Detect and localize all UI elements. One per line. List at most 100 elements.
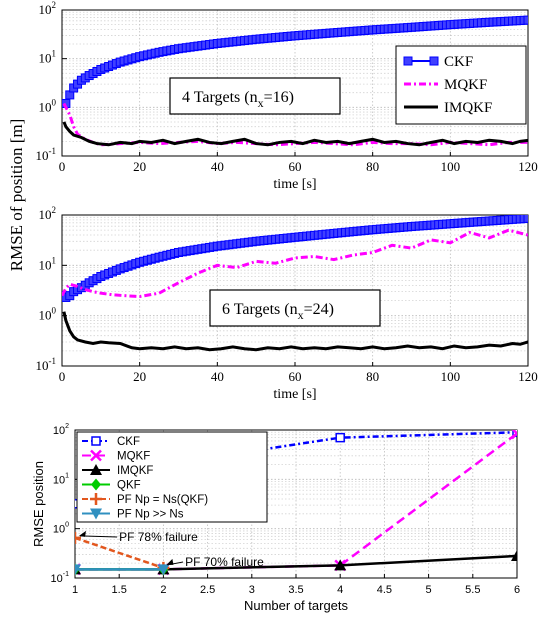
series-pf-np-ns-qkf--marker bbox=[75, 531, 81, 544]
grid bbox=[74, 430, 518, 579]
y-tick-label: 101 bbox=[39, 49, 57, 66]
y-tick-base: 10 bbox=[39, 308, 52, 323]
series-imqkf-marker bbox=[511, 549, 517, 561]
legend-marker-mqkf-stroke bbox=[90, 449, 102, 462]
y-tick-exp: 0 bbox=[65, 522, 69, 529]
series-ckf-marker bbox=[523, 215, 528, 223]
x-tick-label: 40 bbox=[211, 159, 224, 174]
y-tick-base: 10 bbox=[36, 358, 49, 373]
series-ckf-marker bbox=[335, 432, 345, 443]
y-tick-base: 10 bbox=[39, 257, 52, 272]
series-mqkf-line bbox=[62, 228, 528, 299]
y-tick-exp: 2 bbox=[52, 205, 57, 215]
annotation-sub: x bbox=[258, 96, 264, 110]
y-tick-exp: 1 bbox=[65, 472, 69, 479]
x-tick-label: 3.5 bbox=[288, 584, 303, 596]
annotation-sub: x bbox=[298, 308, 304, 322]
plot-area bbox=[62, 215, 528, 352]
annotation-box bbox=[169, 77, 341, 115]
series-imqkf-line bbox=[75, 554, 517, 571]
y-tick-base: 10 bbox=[51, 573, 63, 585]
x-tick-label: 0 bbox=[59, 369, 66, 384]
annotation-text: 4 Targets (nx=16) bbox=[182, 89, 294, 110]
x-tick-label: 1.5 bbox=[112, 584, 127, 596]
legend-label-ckf: CKF bbox=[444, 54, 473, 70]
x-tick-label: 80 bbox=[366, 369, 379, 384]
series-imqkf-line bbox=[62, 311, 528, 352]
annotation-pf-78: PF 78% failure bbox=[119, 530, 198, 544]
y-tick-exp: -1 bbox=[63, 571, 69, 578]
y-tick-label: 10-1 bbox=[36, 146, 57, 163]
annotation-post: =16) bbox=[264, 89, 294, 106]
legend-marker-pf-np-ns-qkf- bbox=[90, 493, 102, 505]
x-axis-label: time [s] bbox=[273, 177, 316, 192]
x-tick-label: 120 bbox=[518, 369, 538, 384]
x-tick-label: 1 bbox=[72, 584, 78, 596]
y-tick-label: 100 bbox=[39, 306, 57, 323]
y-tick-label: 10-1 bbox=[51, 571, 70, 585]
x-tick-label: 4 bbox=[337, 584, 343, 596]
annotation-post: =24) bbox=[304, 301, 334, 318]
legend-marker-mqkf bbox=[90, 449, 102, 462]
y-tick-label: 100 bbox=[39, 97, 57, 114]
series-pf-np-ns-qkf--line bbox=[75, 536, 164, 570]
legend-label-pf-np-ns-qkf-: PF Np = Ns(QKF) bbox=[117, 494, 208, 506]
x-tick-label: 120 bbox=[518, 159, 538, 174]
shared-ylabel: RMSE of position [m] bbox=[7, 119, 26, 272]
annotation-pre: 4 Targets (n bbox=[182, 89, 258, 106]
y-tick-label: 101 bbox=[53, 472, 69, 486]
annotation-arrowhead-78 bbox=[79, 530, 86, 537]
series-pf-np-ns-marker bbox=[157, 564, 170, 576]
legend-marker-pf-np-ns bbox=[90, 508, 102, 520]
x-tick-label: 2 bbox=[160, 584, 166, 596]
y-tick-base: 10 bbox=[39, 207, 52, 222]
x-axis-label: Number of targets bbox=[244, 598, 349, 613]
x-tick-label: 20 bbox=[133, 159, 146, 174]
y-tick-exp: 0 bbox=[52, 306, 57, 316]
legend-label-ckf: CKF bbox=[117, 436, 140, 448]
legend-label-imqkf: IMQKF bbox=[444, 100, 492, 116]
series-imqkf-line bbox=[62, 121, 528, 147]
x-axis-label: time [s] bbox=[273, 387, 316, 402]
plot-area bbox=[62, 15, 528, 147]
x-tick-label: 3 bbox=[249, 584, 255, 596]
annotation-pf-70: PF 70% failure bbox=[185, 555, 264, 569]
x-tick-label: 0 bbox=[59, 159, 66, 174]
legend: CKF MQKF IMQKF bbox=[395, 45, 527, 125]
y-tick-base: 10 bbox=[39, 51, 52, 66]
y-tick-exp: 1 bbox=[52, 255, 57, 265]
panel-vs-targets: 1 1.5 2 2.5 3 3.5 4 4.5 5 5.5 610-1100101102Number… bbox=[31, 423, 520, 613]
x-tick-label: 4.5 bbox=[377, 584, 392, 596]
y-tick-exp: 1 bbox=[52, 49, 57, 59]
series-pf-np-ns-marker bbox=[75, 564, 81, 576]
y-axis-label: RMSE position bbox=[31, 461, 46, 547]
legend-marker-imqkf bbox=[90, 464, 102, 475]
x-tick-label: 5 bbox=[426, 584, 432, 596]
annotation-arrowhead-70 bbox=[166, 558, 174, 565]
annotation-pre: 6 Targets (n bbox=[222, 301, 298, 318]
y-tick-base: 10 bbox=[39, 99, 52, 114]
legend-label-pf-np-ns: PF Np >> Ns bbox=[117, 509, 184, 521]
y-tick-exp: -1 bbox=[49, 146, 57, 156]
legend-label-imqkf: IMQKF bbox=[117, 465, 153, 477]
y-tick-base: 10 bbox=[53, 474, 65, 486]
x-tick-label: 2.5 bbox=[200, 584, 215, 596]
legend-marker-ckf bbox=[429, 56, 439, 66]
legend-marker-ckf bbox=[91, 436, 101, 446]
y-tick-exp: -1 bbox=[49, 356, 57, 366]
legend-label-mqkf: MQKF bbox=[444, 77, 487, 93]
series-mqkf-marker-stroke bbox=[511, 430, 517, 440]
x-tick-label: 5.5 bbox=[465, 584, 480, 596]
x-tick-label: 6 bbox=[514, 584, 520, 596]
x-tick-label: 100 bbox=[441, 159, 461, 174]
y-tick-exp: 2 bbox=[65, 423, 69, 430]
legend: CKF MQKF IMQKF QKF PF Np = Ns(QKF) PF Np >> N… bbox=[76, 431, 268, 523]
series-imqkf-marker bbox=[334, 559, 347, 571]
x-tick-label: 20 bbox=[133, 369, 146, 384]
legend-marker-qkf bbox=[91, 478, 101, 491]
y-tick-base: 10 bbox=[53, 524, 65, 536]
legend-box bbox=[395, 45, 527, 125]
